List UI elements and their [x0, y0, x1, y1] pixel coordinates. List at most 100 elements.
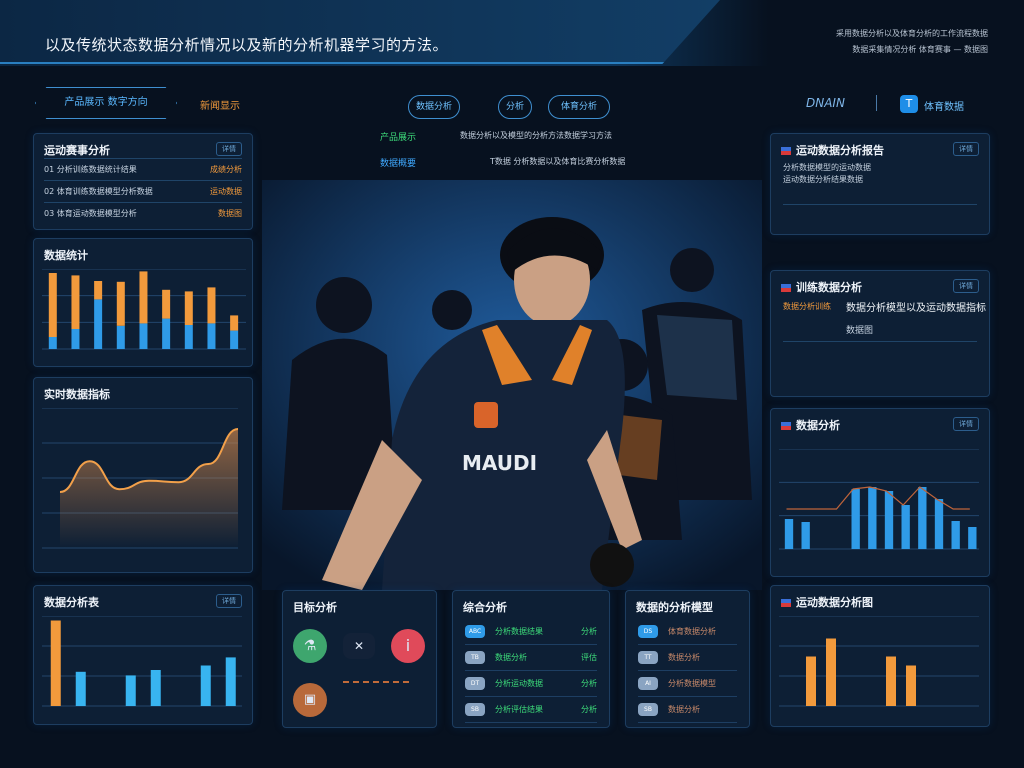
bar-segment-top: [230, 315, 239, 331]
divider: [343, 681, 409, 683]
list-item[interactable]: DT 分析运动数据 分析: [465, 673, 597, 697]
list-item[interactable]: SB 数据分析: [638, 699, 737, 723]
report-line: 运动数据分析结果数据: [783, 175, 863, 184]
bar-segment-top: [162, 289, 171, 319]
header-banner: [0, 0, 720, 64]
details-button[interactable]: 详情: [953, 279, 979, 293]
bar: [934, 499, 944, 549]
bar-segment-bottom: [94, 299, 103, 349]
area-fill: [60, 429, 238, 548]
bar: [200, 665, 211, 706]
panel-title: 实时数据指标: [44, 388, 110, 401]
details-button[interactable]: 详情: [953, 142, 979, 156]
flag-icon: [781, 284, 791, 292]
bar: [968, 527, 977, 549]
flag-icon: [781, 599, 791, 607]
trend-line: [786, 486, 970, 510]
goals-panel: 目标分析 ⚗ ✕ i ▣: [282, 590, 437, 728]
panel-title: 数据分析: [796, 419, 840, 432]
orange-bar-panel: 运动数据分析图: [770, 585, 990, 727]
list-item[interactable]: 02 体育训练数据模型分析数据 运动数据: [44, 180, 242, 200]
bar: [225, 657, 236, 706]
row-value: 分析: [581, 705, 597, 714]
row-text: 数据分析: [668, 705, 700, 714]
list-item-value: 运动数据: [210, 187, 242, 196]
badge-icon[interactable]: ▣: [293, 683, 327, 717]
row-icon: DS: [638, 625, 658, 638]
area-chart-panel: 实时数据指标: [33, 377, 253, 573]
row-icon: SB: [638, 703, 658, 716]
report-line: 分析数据模型的运动数据: [783, 163, 871, 172]
list-item[interactable]: 01 分析训练数据统计结果 成绩分析: [44, 158, 242, 178]
bar-segment-bottom: [162, 318, 171, 349]
bar-segment-top: [48, 273, 57, 337]
bar-segment-top: [71, 275, 80, 329]
bar: [951, 521, 960, 549]
analysis-chart-panel: 数据分析 详情: [770, 408, 990, 577]
training-sub: 数据分析训练: [783, 302, 831, 311]
details-button[interactable]: 详情: [216, 142, 242, 156]
bar: [125, 675, 136, 706]
panel-title: 数据统计: [44, 249, 88, 262]
event-list-panel: 运动赛事分析 详情 01 分析训练数据统计结果 成绩分析 02 体育训练数据模型分…: [33, 133, 253, 230]
panel-title: 目标分析: [293, 601, 337, 614]
details-button[interactable]: 详情: [953, 417, 979, 431]
panel-title: 运动数据分析报告: [796, 144, 884, 157]
bar-chart-panel: 数据分析表 详情: [33, 585, 253, 725]
row-text: 分析运动数据: [495, 679, 543, 688]
details-button[interactable]: 详情: [216, 594, 242, 608]
orange-nav-link[interactable]: 新闻显示: [200, 101, 240, 112]
bar: [806, 656, 816, 706]
row-icon: AI: [638, 677, 658, 690]
panel-title: 数据分析表: [44, 596, 99, 609]
row-text: 分析数据模型: [668, 679, 716, 688]
training-panel: 训练数据分析 详情 数据分析训练 数据分析模型以及运动数据指标 数据图: [770, 270, 990, 397]
page-title: 以及传统状态数据分析情况以及新的分析机器学习的方法。: [45, 36, 449, 54]
list-item-text: 03 体育运动数据模型分析: [44, 209, 137, 218]
bar: [901, 505, 910, 549]
center-button-2[interactable]: 分析: [498, 95, 532, 119]
training-headline-2: 数据图: [846, 326, 874, 336]
center-button-1[interactable]: 数据分析: [408, 95, 460, 119]
athlete-photo: MAUDI: [262, 180, 762, 590]
panel-title: 训练数据分析: [796, 281, 862, 294]
tools-icon[interactable]: ✕: [343, 633, 375, 659]
row-icon: SB: [465, 703, 485, 716]
brand-name: DNAIN: [806, 96, 845, 110]
bar-segment-top: [184, 291, 193, 325]
list-item[interactable]: DS 体育数据分析: [638, 621, 737, 645]
row-text: 数据分析: [495, 653, 527, 662]
divider: [783, 204, 977, 205]
area-chart: [42, 408, 239, 549]
brand-logo-icon: T: [900, 95, 918, 113]
info-icon[interactable]: i: [391, 629, 425, 663]
list-item[interactable]: ABC 分析数据结果 分析: [465, 621, 597, 645]
bar: [851, 489, 860, 549]
bar: [906, 665, 916, 706]
list-item-value: 成绩分析: [210, 165, 242, 174]
brand-logo-text: 体育数据: [924, 102, 964, 113]
list-item[interactable]: TT 数据分析: [638, 647, 737, 671]
bar: [784, 519, 794, 549]
bar-segment-top: [139, 271, 148, 324]
list-item[interactable]: 03 体育运动数据模型分析 数据图: [44, 202, 242, 222]
bar-segment-top: [116, 281, 125, 326]
bar: [884, 491, 894, 549]
list-item[interactable]: AI 分析数据模型: [638, 673, 737, 697]
bar: [150, 670, 161, 706]
list-item[interactable]: SB 分析评估结果 分析: [465, 699, 597, 723]
row-text: 体育数据分析: [668, 627, 716, 636]
intro-label-2: 数据概要: [380, 159, 417, 169]
stacked-bar-panel: 数据统计: [33, 238, 253, 367]
flask-icon[interactable]: ⚗: [293, 629, 327, 663]
divider: [783, 341, 977, 342]
bar-chart: [779, 616, 979, 707]
bar-segment-bottom: [230, 330, 239, 349]
bar: [75, 671, 86, 706]
training-headline: 数据分析模型以及运动数据指标: [846, 303, 986, 314]
center-button-3[interactable]: 体育分析: [548, 95, 610, 119]
row-text: 数据分析: [668, 653, 700, 662]
list-item[interactable]: TB 数据分析 评估: [465, 647, 597, 671]
row-icon: TT: [638, 651, 658, 664]
primary-nav-button[interactable]: 产品展示 数字方向: [35, 87, 177, 119]
